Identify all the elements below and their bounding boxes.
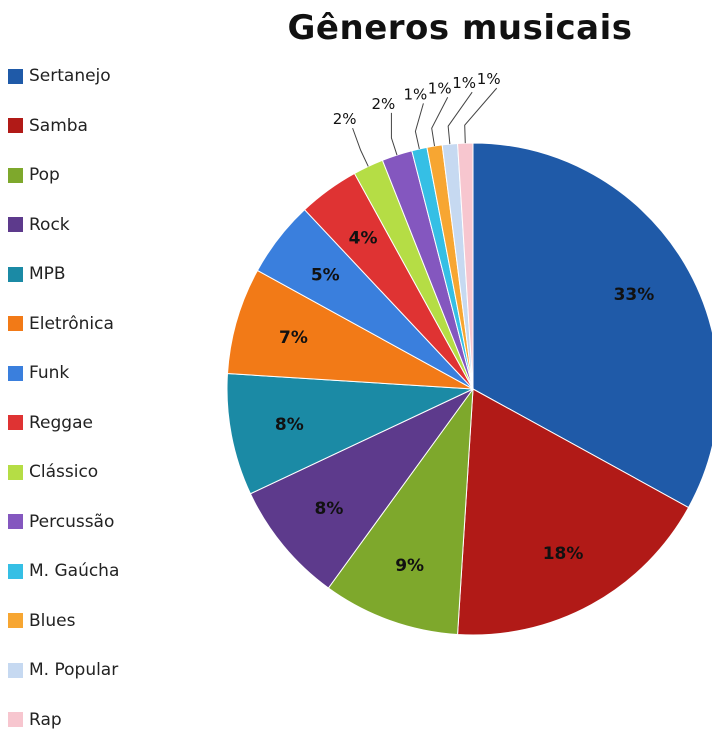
slice-label: 1% <box>452 74 476 92</box>
legend-swatch <box>8 662 23 678</box>
leader-line <box>464 87 498 144</box>
legend-swatch <box>8 613 23 628</box>
legend-label: Samba <box>29 115 88 136</box>
pie-slice-samba <box>457 388 690 636</box>
slice-label: 4% <box>349 229 378 249</box>
legend-label: Rock <box>29 214 70 235</box>
legend-item: Rap <box>8 708 62 732</box>
slice-label: 7% <box>279 328 308 348</box>
legend-item: Rock <box>8 213 70 237</box>
legend-item: Blues <box>8 609 75 633</box>
legend-label: Rap <box>29 709 62 730</box>
legend-swatch <box>8 118 23 133</box>
pie-slice-sertanejo <box>472 142 712 509</box>
legend-item: Clássico <box>8 460 98 484</box>
legend-item: M. Popular <box>8 658 118 682</box>
leader-line <box>447 91 473 145</box>
slice-label: 8% <box>315 499 344 519</box>
legend-swatch <box>8 563 23 579</box>
slice-label: 1% <box>477 70 501 88</box>
legend-swatch <box>8 68 23 84</box>
legend-swatch <box>8 167 23 183</box>
legend-swatch <box>8 712 23 727</box>
legend-item: M. Gaúcha <box>8 559 119 583</box>
legend-label: Sertanejo <box>29 66 111 86</box>
legend-swatch <box>8 415 23 430</box>
legend-item: Funk <box>8 361 69 385</box>
legend-label: M. Popular <box>29 660 119 680</box>
slice-label: 33% <box>614 285 655 305</box>
pie-slice-eletr-nica <box>226 269 474 390</box>
legend-item: Eletrônica <box>8 312 114 336</box>
legend-label: Pop <box>29 165 60 185</box>
slice-label: 2% <box>333 110 357 128</box>
slice-label: 2% <box>372 95 396 113</box>
pie-slice-pop <box>327 387 474 636</box>
legend-item: Percussão <box>8 510 114 534</box>
legend-item: Samba <box>8 114 88 138</box>
slice-label: 8% <box>275 415 304 435</box>
slice-label: 1% <box>428 79 452 97</box>
leader-line <box>390 112 398 156</box>
legend-label: Blues <box>29 610 76 631</box>
legend-label: Eletrônica <box>29 313 114 334</box>
legend-item: Pop <box>8 163 60 187</box>
slice-label: 5% <box>311 265 340 285</box>
legend-swatch <box>8 316 23 331</box>
leader-line <box>352 127 369 167</box>
legend-label: Clássico <box>29 462 99 482</box>
legend-label: Reggae <box>29 412 93 433</box>
leader-line <box>414 103 424 150</box>
legend-swatch <box>8 464 23 480</box>
legend-swatch <box>8 217 23 232</box>
legend-swatch <box>8 266 23 282</box>
legend-item: MPB <box>8 262 66 286</box>
slice-label: 1% <box>404 85 428 103</box>
legend-item: Reggae <box>8 411 93 435</box>
legend-label: Funk <box>29 363 70 383</box>
pie-slice-mpb <box>226 373 474 495</box>
pie-slice-rock <box>249 388 474 589</box>
legend-label: M. Gaúcha <box>29 561 120 581</box>
chart-title: Gêneros musicais <box>287 8 633 48</box>
slice-label: 18% <box>543 544 584 564</box>
slice-label: 9% <box>395 556 424 576</box>
legend-item: Sertanejo <box>8 64 111 88</box>
legend-label: MPB <box>29 264 66 284</box>
legend-label: Percussão <box>29 511 115 532</box>
legend-swatch <box>8 365 23 381</box>
legend-swatch <box>8 514 23 529</box>
leader-line <box>431 97 449 147</box>
